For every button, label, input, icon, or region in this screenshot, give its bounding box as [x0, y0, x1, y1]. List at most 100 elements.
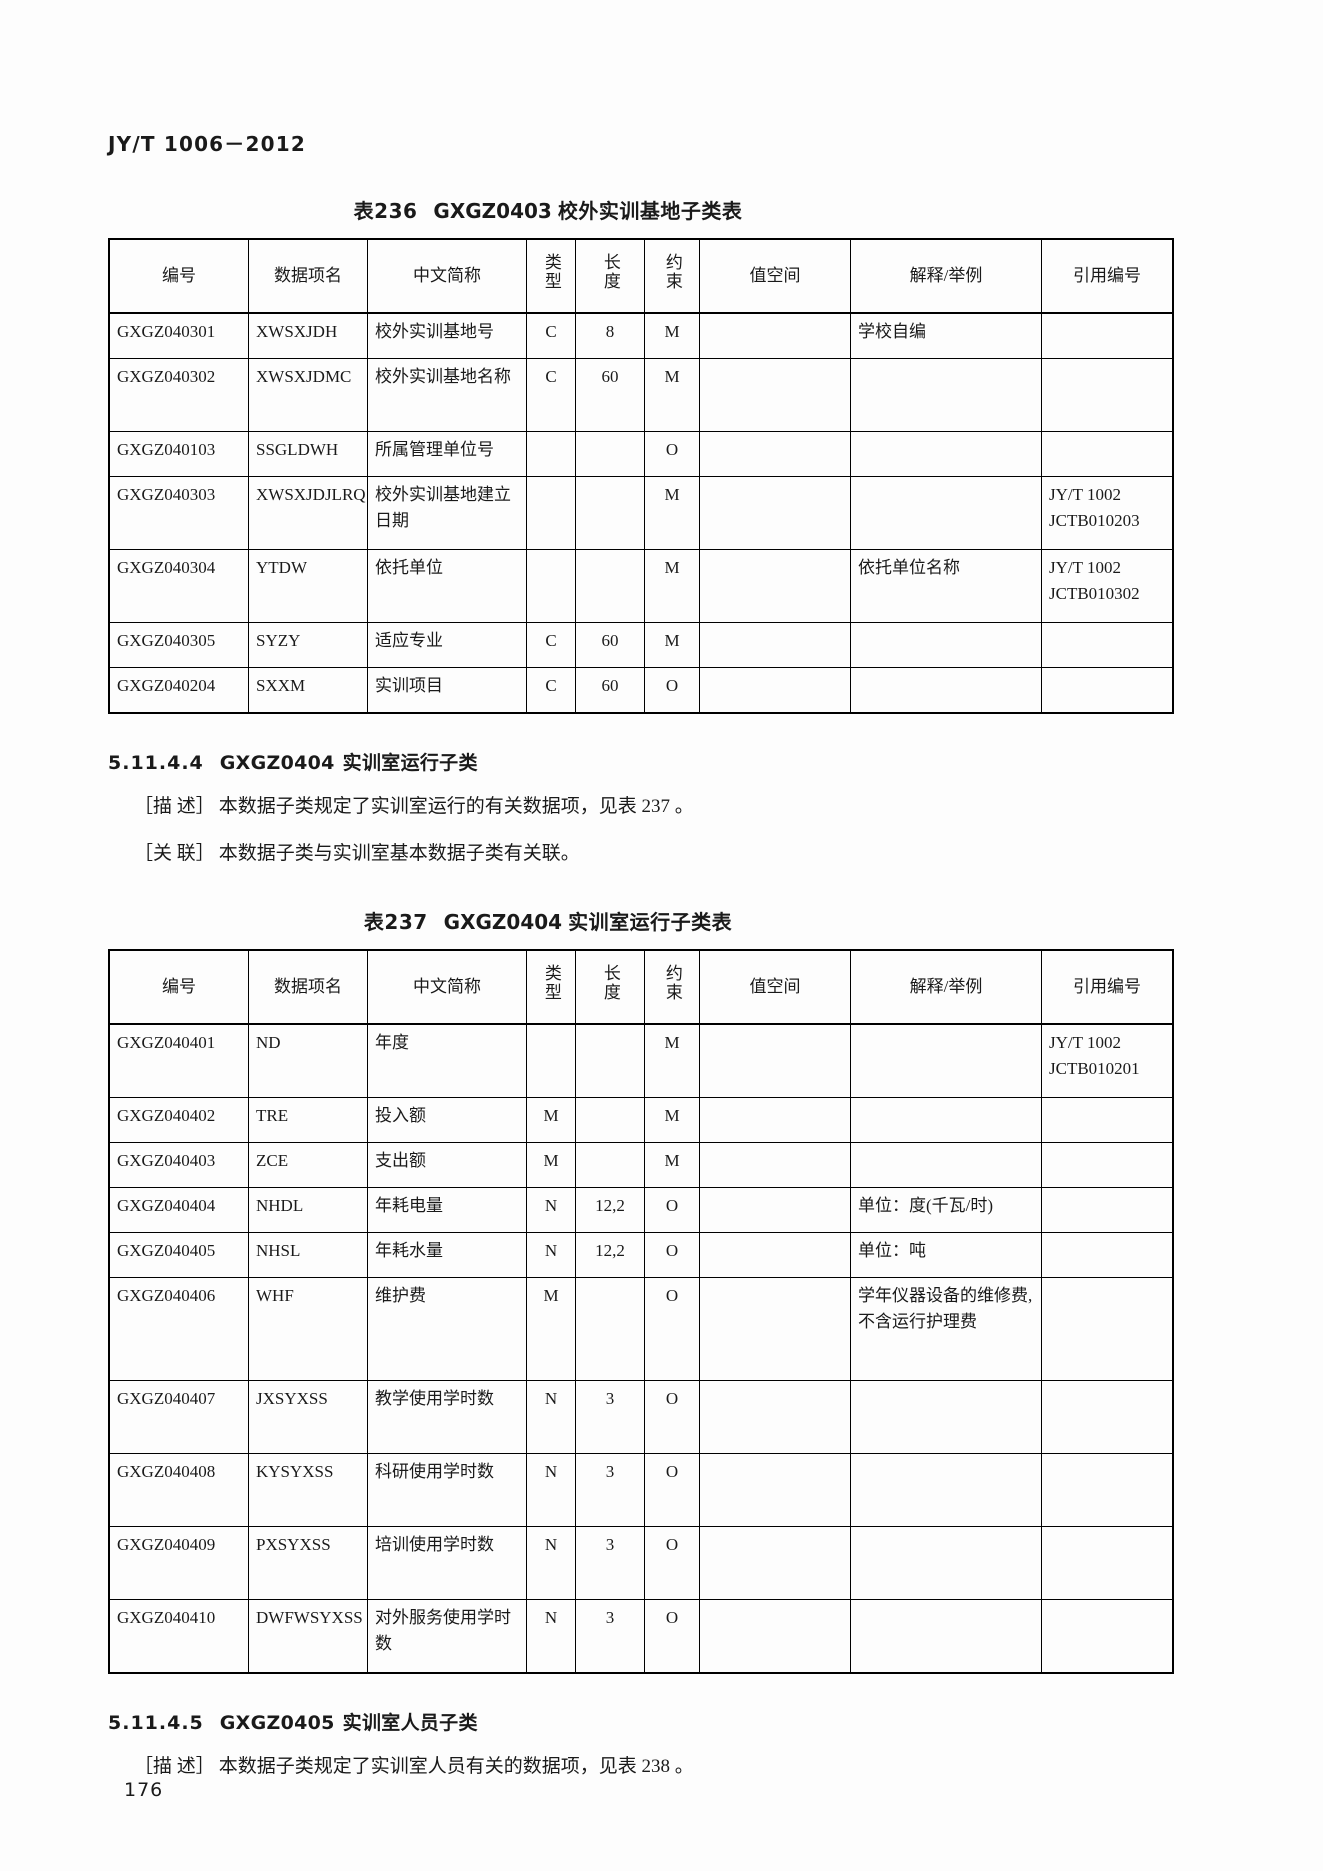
table236-caption-number: 表236 [353, 199, 418, 223]
th-explain: 解释/举例 [850, 238, 1042, 314]
cell-chinese: 科研使用学时数 [367, 1453, 527, 1527]
cell-constraint: M [644, 1097, 700, 1143]
section-code: GXGZ0405 [219, 1712, 335, 1734]
th-chinese: 中文简称 [367, 949, 527, 1025]
th-type: 类型 [526, 949, 576, 1025]
table-row: GXGZ040404 NHDL 年耗电量 N 12,2 O 单位：度(千瓦/时) [108, 1187, 1174, 1233]
cell-constraint: M [644, 622, 700, 668]
cell-reference [1041, 1142, 1174, 1188]
cell-explain [850, 622, 1042, 668]
cell-explain: 单位：吨 [850, 1232, 1042, 1278]
cell-chinese: 校外实训基地建立日期 [367, 476, 527, 550]
cell-chinese: 依托单位 [367, 549, 527, 623]
table236-caption-title: 校外实训基地子类表 [557, 199, 743, 223]
description-text: 本数据子类规定了实训室运行的有关数据项，见表 237 。 [218, 796, 694, 817]
cell-length: 8 [575, 312, 645, 359]
cell-chinese: 年度 [367, 1023, 527, 1098]
th-length: 长度 [575, 949, 645, 1025]
table-row: GXGZ040204 SXXM 实训项目 C 60 O [108, 667, 1174, 714]
cell-reference [1041, 312, 1174, 359]
cell-constraint: O [644, 1526, 700, 1600]
cell-data-item: SXXM [248, 667, 368, 714]
cell-length [575, 476, 645, 550]
cell-type: M [526, 1277, 576, 1381]
cell-value [699, 549, 851, 623]
cell-type: M [526, 1097, 576, 1143]
cell-explain: 学校自编 [850, 312, 1042, 359]
cell-type: N [526, 1526, 576, 1600]
cell-value [699, 1599, 851, 1674]
th-length: 长度 [575, 238, 645, 314]
section-code: GXGZ0404 [219, 752, 335, 774]
cell-reference [1041, 1187, 1174, 1233]
cell-explain [850, 1526, 1042, 1600]
cell-constraint: M [644, 549, 700, 623]
section-title: 实训室运行子类 [342, 752, 478, 774]
cell-explain [850, 1380, 1042, 1454]
section-title: 实训室人员子类 [342, 1712, 478, 1734]
cell-id: GXGZ040408 [108, 1453, 249, 1527]
cell-type: N [526, 1187, 576, 1233]
cell-id: GXGZ040401 [108, 1023, 249, 1098]
cell-value [699, 1453, 851, 1527]
section-heading-5-11-4-5: 5.11.4.5 GXGZ0405 实训室人员子类 [108, 1708, 1208, 1735]
cell-type [526, 431, 576, 477]
cell-explain [850, 358, 1042, 432]
page-number: 176 [124, 1779, 164, 1801]
cell-data-item: SYZY [248, 622, 368, 668]
cell-constraint: O [644, 1380, 700, 1454]
cell-value [699, 622, 851, 668]
section-heading-5-11-4-4: 5.11.4.4 GXGZ0404 实训室运行子类 [108, 748, 1208, 775]
cell-explain [850, 1023, 1042, 1098]
table236-header-row: 编号 数据项名 中文简称 类型 长度 约束 值空间 解释/举例 引用编号 [108, 238, 1174, 314]
relation-paragraph-5-11-4-4: ［关 联］ 本数据子类与实训室基本数据子类有关联。 [108, 840, 1208, 869]
cell-value [699, 1380, 851, 1454]
cell-length: 12,2 [575, 1187, 645, 1233]
relation-text: 本数据子类与实训室基本数据子类有关联。 [218, 842, 580, 864]
cell-id: GXGZ040406 [108, 1277, 249, 1381]
cell-constraint: O [644, 1599, 700, 1674]
cell-length [575, 1277, 645, 1381]
table-row: GXGZ040408 KYSYXSS 科研使用学时数 N 3 O [108, 1453, 1174, 1527]
cell-value [699, 431, 851, 477]
cell-data-item: PXSYXSS [248, 1526, 368, 1600]
cell-constraint: O [644, 1453, 700, 1527]
cell-type: C [526, 312, 576, 359]
cell-value [699, 667, 851, 714]
cell-length: 60 [575, 622, 645, 668]
cell-constraint: M [644, 1142, 700, 1188]
description-paragraph-5-11-4-5: ［描 述］ 本数据子类规定了实训室人员有关的数据项，见表 238 。 [108, 1753, 1208, 1782]
cell-explain [850, 1097, 1042, 1143]
cell-value [699, 312, 851, 359]
cell-explain [850, 476, 1042, 550]
cell-length: 3 [575, 1599, 645, 1674]
cell-chinese: 实训项目 [367, 667, 527, 714]
cell-reference [1041, 1380, 1174, 1454]
cell-value [699, 358, 851, 432]
cell-id: GXGZ040407 [108, 1380, 249, 1454]
cell-id: GXGZ040302 [108, 358, 249, 432]
th-data-item: 数据项名 [248, 949, 368, 1025]
cell-type: C [526, 358, 576, 432]
cell-reference [1041, 1599, 1174, 1674]
cell-type [526, 1023, 576, 1098]
th-chinese: 中文简称 [367, 238, 527, 314]
cell-constraint: O [644, 1277, 700, 1381]
cell-id: GXGZ040410 [108, 1599, 249, 1674]
cell-type [526, 549, 576, 623]
description-tag: ［描 述］ [134, 796, 215, 817]
cell-type: N [526, 1232, 576, 1278]
table-row: GXGZ040302 XWSXJDMC 校外实训基地名称 C 60 M [108, 358, 1174, 432]
cell-type: N [526, 1453, 576, 1527]
cell-data-item: NHDL [248, 1187, 368, 1233]
cell-length: 3 [575, 1526, 645, 1600]
cell-explain [850, 431, 1042, 477]
cell-data-item: ND [248, 1023, 368, 1098]
table237-caption-title: 实训室运行子类表 [568, 910, 733, 934]
cell-chinese: 所属管理单位号 [367, 431, 527, 477]
cell-length: 60 [575, 358, 645, 432]
table237: 编号 数据项名 中文简称 类型 长度 约束 值空间 解释/举例 引用编号 GXG… [108, 949, 1174, 1674]
cell-chinese: 支出额 [367, 1142, 527, 1188]
cell-length [575, 1023, 645, 1098]
cell-length [575, 1097, 645, 1143]
